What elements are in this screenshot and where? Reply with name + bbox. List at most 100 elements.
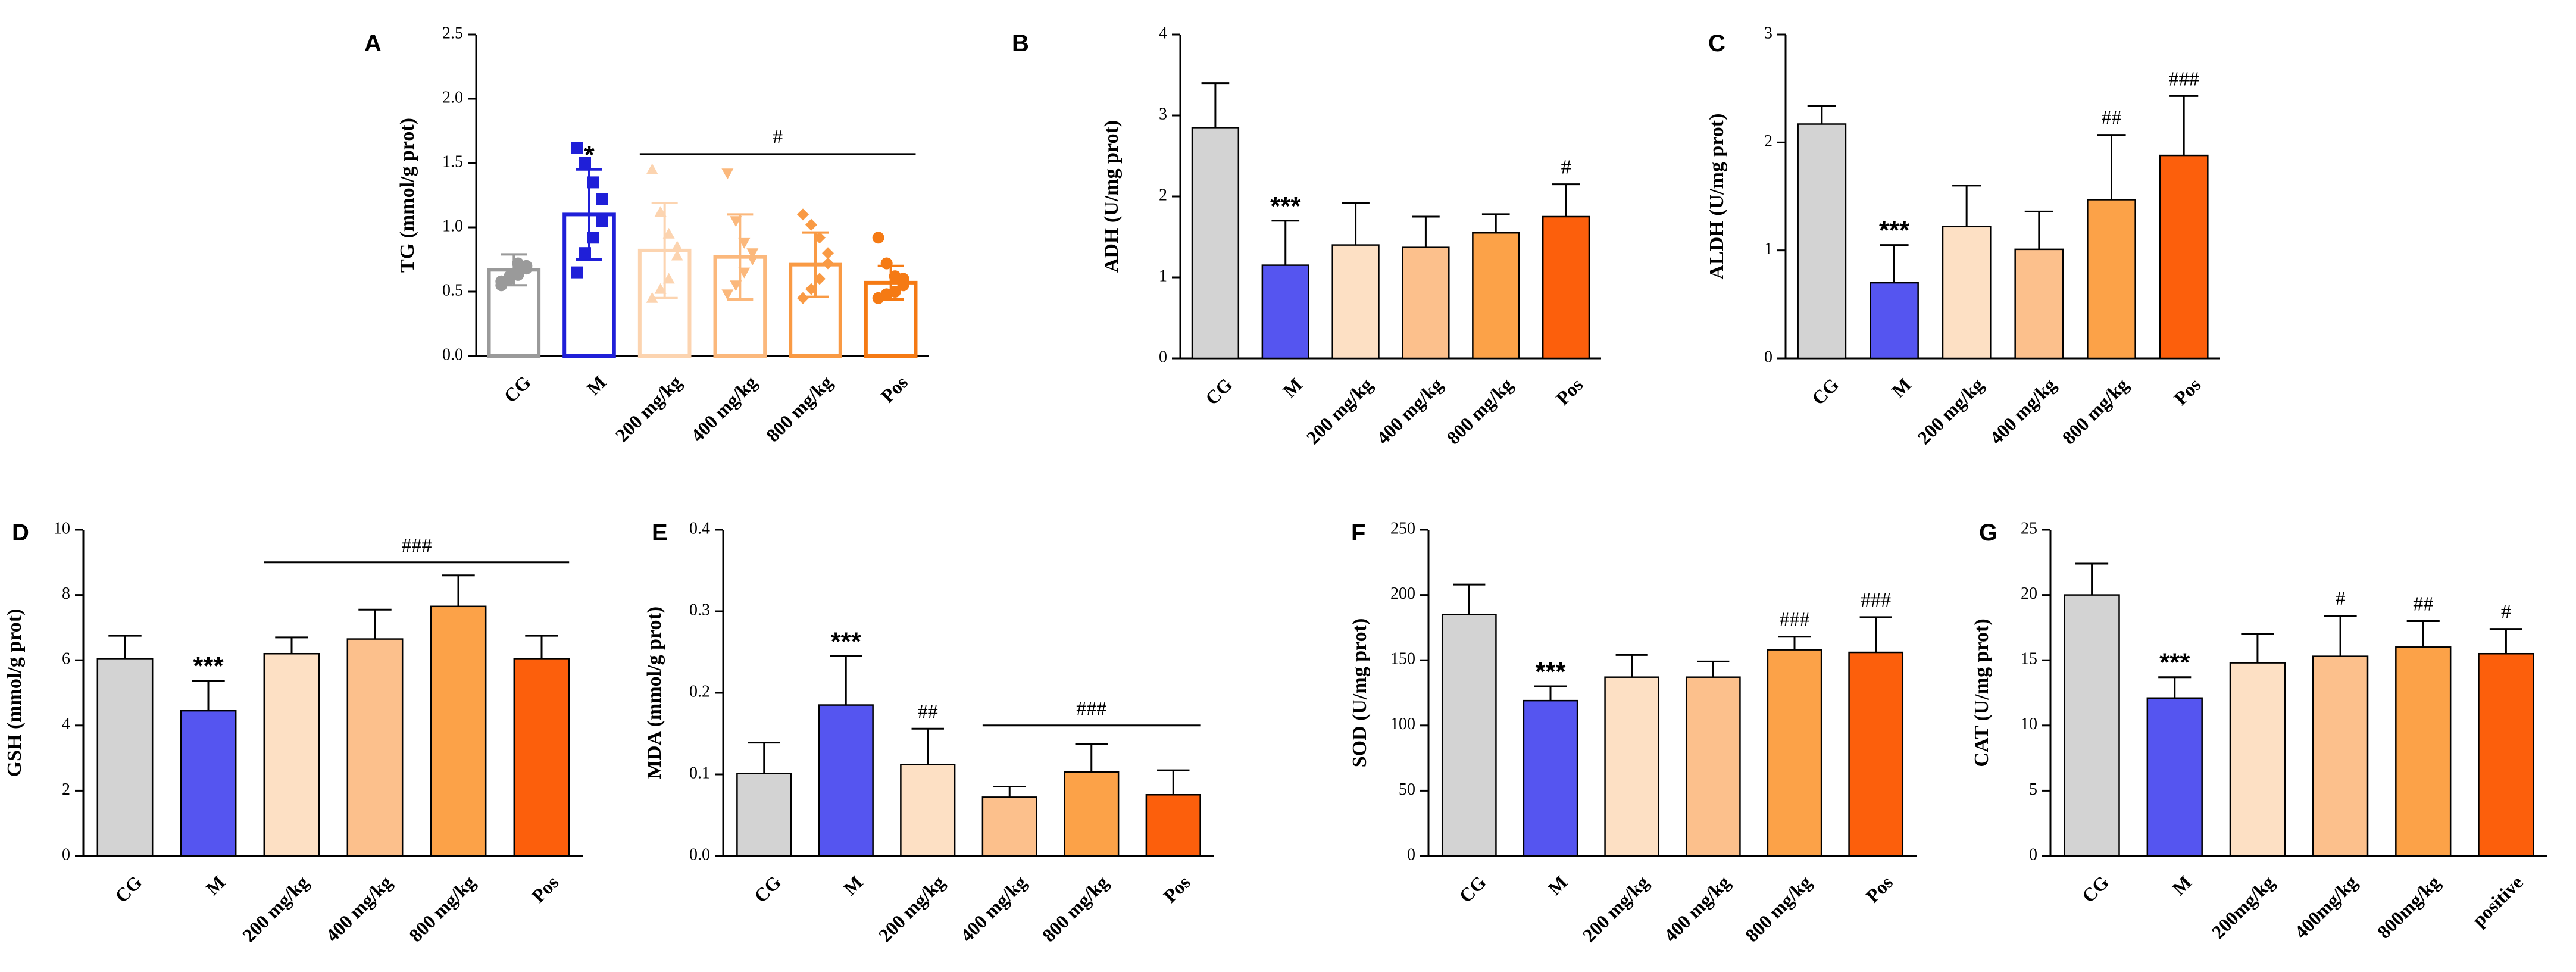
panel-f-ytick-label: 150 <box>1390 650 1415 668</box>
panel-b-category-label: 200 mg/kg <box>1302 374 1377 448</box>
panel-b-category-label: 800 mg/kg <box>1442 374 1517 448</box>
panel-a-point <box>671 249 683 261</box>
panel-a-point <box>814 273 826 285</box>
panel-a-ytick-label: 2.0 <box>442 88 463 107</box>
panel-f-ytick-label: 250 <box>1390 519 1415 537</box>
panel-f-ylabel: SOD (U/mg prot) <box>1349 618 1371 768</box>
panel-f-ytick-label: 50 <box>1399 780 1415 799</box>
panel-d-bar <box>180 710 237 857</box>
panel-a-point <box>880 257 893 270</box>
panel-f-significance: *** <box>1535 657 1566 686</box>
panel-b-category-label: 400 mg/kg <box>1372 374 1446 448</box>
panel-a-point <box>721 289 734 301</box>
panel-a-point <box>738 267 751 279</box>
panel-b-significance: *** <box>1270 192 1301 221</box>
panel-a-point <box>596 215 608 227</box>
panel-g-bar <box>2395 646 2452 857</box>
panel-e-ylabel: MDA (mmol/g prot) <box>643 607 665 779</box>
panel-g-bar <box>2229 662 2286 857</box>
panel-g-category-label: CG <box>2078 871 2113 907</box>
panel-c-category-label: M <box>1887 374 1915 402</box>
panel-c-bar <box>1942 226 1992 360</box>
panel-e-bar <box>981 796 1037 857</box>
panel-e-category-label: 400 mg/kg <box>956 871 1030 946</box>
panel-e-bar <box>818 704 874 857</box>
panel-d-letter: D <box>12 520 29 546</box>
panel-g-significance: # <box>2336 588 2346 610</box>
panel-f-bar <box>1523 699 1578 857</box>
panel-a-category-label: Pos <box>877 371 912 407</box>
panel-b-ytick-label: 3 <box>1159 105 1167 123</box>
panel-a-point <box>805 283 817 295</box>
panel-g-ytick-label: 5 <box>2029 780 2037 799</box>
panel-f-ytick-label: 100 <box>1390 715 1415 733</box>
panel-g-category-label: 400mg/kg <box>2290 871 2362 943</box>
panel-c-bar <box>2087 199 2136 360</box>
panel-a-ytick-label: 2.5 <box>442 24 463 42</box>
panel-c-bar <box>1797 123 1847 360</box>
panel-a-point <box>822 257 834 270</box>
panel-d-bar <box>96 658 154 857</box>
panel-d-ylabel: GSH (mmol/g prot) <box>4 609 26 777</box>
panel-f-bar <box>1767 649 1822 857</box>
panel-a-point <box>738 237 751 249</box>
panel-a-ytick-label: 1.5 <box>442 152 463 171</box>
panel-g-category-label: positive <box>2468 871 2527 931</box>
panel-e-bar <box>1145 794 1201 857</box>
panel-g-ytick-label: 15 <box>2021 650 2037 668</box>
panel-a-ylabel: TG (mmol/g prot) <box>396 118 418 273</box>
panel-a-point <box>822 247 834 260</box>
panel-f-category-label: Pos <box>1862 871 1897 907</box>
panel-g-ytick-label: 10 <box>2021 715 2037 733</box>
panel-c-bar <box>2014 248 2064 360</box>
panel-e-ytick-label: 0.3 <box>689 601 710 619</box>
panel-c-ytick-label: 3 <box>1764 24 1772 42</box>
panel-d-bracket-label: ### <box>402 535 432 557</box>
panel-a-point <box>746 248 759 260</box>
panel-a-point <box>797 208 809 221</box>
panel-d-ytick-label: 4 <box>62 715 70 733</box>
panel-a-point <box>897 279 909 292</box>
panel-e-bracket-label: ### <box>1076 698 1106 720</box>
panel-a-point <box>662 273 675 284</box>
panel-a-point <box>654 283 667 294</box>
panel-c-ytick-label: 0 <box>1764 348 1772 366</box>
panel-g-significance: *** <box>2159 648 2190 677</box>
panel-g-significance: # <box>2501 601 2511 623</box>
panel-d-bar <box>263 652 320 857</box>
panel-a-point <box>662 227 675 239</box>
panel-e-bar <box>900 764 956 857</box>
panel-e-category-label: Pos <box>1159 871 1194 907</box>
panel-a-ytick-label: 0.0 <box>442 345 463 364</box>
panel-e-category-label: M <box>839 871 867 899</box>
panel-e-bar <box>1064 771 1120 857</box>
panel-a-category-label: 400 mg/kg <box>686 371 761 446</box>
panel-c-bar <box>1870 282 1919 360</box>
panel-b-category-label: CG <box>1201 374 1236 409</box>
panel-c-significance: ### <box>2169 68 2199 90</box>
panel-d-category-label: 800 mg/kg <box>405 871 479 946</box>
panel-a-category-label: 800 mg/kg <box>762 371 836 446</box>
panel-e-ytick-label: 0.4 <box>689 519 710 537</box>
panel-b-ytick-label: 4 <box>1159 24 1167 42</box>
panel-c-category-label: CG <box>1808 374 1843 409</box>
panel-f-ytick-label: 0 <box>1407 845 1415 864</box>
panel-e-ytick-label: 0.0 <box>689 845 710 864</box>
panel-f-category-label: CG <box>1455 871 1490 907</box>
panel-g-significance: ## <box>2413 593 2433 615</box>
panel-b-letter: B <box>1012 30 1029 57</box>
panel-a-point <box>579 247 591 260</box>
panel-d-category-label: CG <box>111 871 146 907</box>
panel-g-bar <box>2312 655 2369 857</box>
panel-g-bar <box>2064 594 2120 857</box>
panel-e-category-label: 800 mg/kg <box>1038 871 1112 946</box>
panel-d-ytick-label: 2 <box>62 780 70 799</box>
panel-g-category-label: 800mg/kg <box>2373 871 2444 943</box>
panel-c-significance: *** <box>1879 216 1910 245</box>
panel-a-category-label: CG <box>499 371 534 407</box>
panel-b-bar <box>1542 215 1590 360</box>
panel-d-ytick-label: 10 <box>54 519 70 537</box>
panel-d-ytick-label: 6 <box>62 650 70 668</box>
panel-g-ytick-label: 20 <box>2021 585 2037 603</box>
panel-c-letter: C <box>1708 30 1725 57</box>
